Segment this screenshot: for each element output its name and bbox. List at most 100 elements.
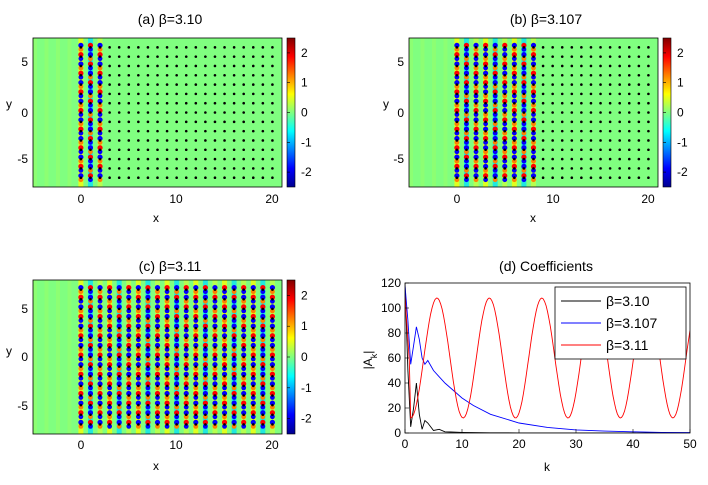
panel-b-lattice-point	[618, 176, 621, 179]
panel-b-excitation	[502, 167, 508, 173]
panel-a-excitation	[97, 149, 103, 155]
panel-b-excitation	[473, 89, 479, 95]
panel-c: (c) β=3.11 0 10 20 5 0 -5 x y 210-1-2	[6, 258, 312, 473]
panel-c-frame	[32, 279, 283, 435]
panel-b-lattice-point	[465, 139, 468, 142]
panel-c-excitation	[116, 346, 122, 352]
panel-c-lattice-point	[184, 394, 188, 397]
panel-c-lattice-point	[165, 346, 169, 349]
panel-b-excitation	[483, 98, 489, 104]
panel-b-lattice-point	[560, 129, 564, 133]
panel-b-lattice-point	[599, 120, 602, 124]
panel-b-lattice-point	[608, 148, 612, 152]
panel-c-excitation	[126, 298, 132, 304]
panel-b-lattice-point	[503, 64, 507, 68]
panel-a-lattice-point	[127, 55, 131, 58]
panel-a-lattice-point	[242, 64, 245, 68]
panel-c-excitation	[155, 337, 160, 343]
panel-c-excitation	[88, 414, 93, 420]
panel-b-lattice-point	[560, 157, 564, 161]
panel-a-lattice-point	[156, 64, 159, 68]
panel-a-lattice-point	[184, 83, 188, 86]
panel-c-excitation	[183, 346, 189, 352]
panel-a-lattice-point	[146, 157, 150, 161]
panel-c-excitation	[250, 371, 256, 377]
panel-a-excitation	[78, 42, 84, 48]
panel-c-lattice-point	[117, 394, 121, 397]
panel-c-lattice-point	[261, 394, 265, 397]
panel-a-lattice-point	[79, 55, 83, 58]
panel-c-excitation	[87, 294, 94, 300]
panel-b-lattice-point	[541, 83, 545, 86]
panel-a-lattice-point	[175, 92, 178, 96]
panel-b-excitation	[454, 158, 460, 164]
panel-b-lattice-point	[484, 129, 487, 133]
panel-c-lattice-point	[194, 288, 198, 291]
panel-a-heatmap	[33, 38, 282, 187]
panel-a-excitation	[97, 126, 103, 132]
panel-c-lattice-point	[194, 423, 198, 426]
panel-c-excitation	[202, 304, 208, 310]
panel-c-excitation	[250, 327, 256, 333]
panel-b-excitation	[483, 56, 489, 62]
panel-b-lattice-point	[455, 148, 459, 152]
panel-b-lattice-point	[589, 120, 593, 124]
panel-c-excitation	[193, 337, 199, 343]
panel-a-lattice-point	[108, 139, 111, 142]
panel-c-excitation	[193, 346, 199, 352]
panel-c-lattice-point	[98, 307, 102, 311]
panel-c-excitation	[202, 323, 208, 329]
panel-b-excitation	[521, 112, 527, 117]
panel-b-lattice-point	[484, 148, 487, 152]
panel-a-lattice-point	[261, 176, 265, 179]
panel-c-excitation	[164, 298, 170, 304]
panel-c-lattice-point	[213, 374, 217, 378]
panel-c-excitation	[154, 313, 161, 320]
panel-c-excitation	[107, 371, 113, 377]
panel-c-lattice-point	[156, 394, 159, 397]
panel-b-lattice-point	[599, 55, 602, 58]
panel-a-lattice-point	[165, 157, 169, 161]
panel-a-lattice-point	[271, 55, 274, 58]
panel-a-colorbar-tick-0: 2	[301, 46, 308, 60]
panel-a-lattice-point	[117, 148, 121, 152]
panel-c-lattice-point	[194, 307, 198, 311]
panel-c-excitation	[222, 404, 227, 410]
panel-b-excitation	[530, 42, 537, 48]
panel-b-excitation	[463, 70, 470, 76]
panel-c-excitation	[87, 333, 94, 339]
panel-c-lattice-point	[98, 355, 102, 359]
panel-a-lattice-point	[165, 73, 169, 77]
panel-b-lattice-point	[608, 176, 612, 179]
panel-b-excitation	[511, 149, 517, 155]
panel-a-lattice-point	[261, 101, 265, 105]
panel-b-lattice-point	[560, 111, 564, 114]
panel-d-ytick-0: 0	[394, 426, 401, 440]
panel-c-excitation	[231, 289, 237, 295]
panel-c-excitation	[212, 327, 218, 333]
panel-c-excitation	[193, 385, 199, 391]
panel-a-lattice-point	[204, 129, 207, 133]
panel-b-excitation	[502, 163, 508, 169]
panel-c-excitation	[241, 356, 247, 362]
panel-a-lattice-point	[251, 148, 255, 152]
panel-c-lattice-point	[146, 336, 150, 340]
panel-c-lattice-point	[117, 317, 121, 320]
panel-a-lattice-point	[127, 148, 131, 152]
panel-a-lattice-point	[117, 139, 121, 142]
panel-c-lattice-point	[117, 326, 121, 330]
panel-a-excitation	[97, 107, 103, 114]
panel-c-excitation	[116, 366, 122, 372]
panel-a-lattice-point	[137, 120, 140, 124]
panel-a-lattice-point	[184, 55, 188, 58]
panel-b-lattice-point	[513, 157, 516, 161]
panel-c-excitation	[97, 318, 103, 323]
panel-a-excitation	[87, 107, 94, 114]
panel-c-excitation	[88, 385, 93, 391]
panel-b-lattice-point	[503, 120, 507, 124]
panel-b-excitation	[511, 52, 517, 58]
panel-a-lattice-point	[261, 148, 265, 152]
panel-c-lattice-point	[251, 336, 255, 340]
panel-b-lattice-point	[551, 92, 554, 96]
panel-b-lattice-point	[541, 120, 545, 124]
